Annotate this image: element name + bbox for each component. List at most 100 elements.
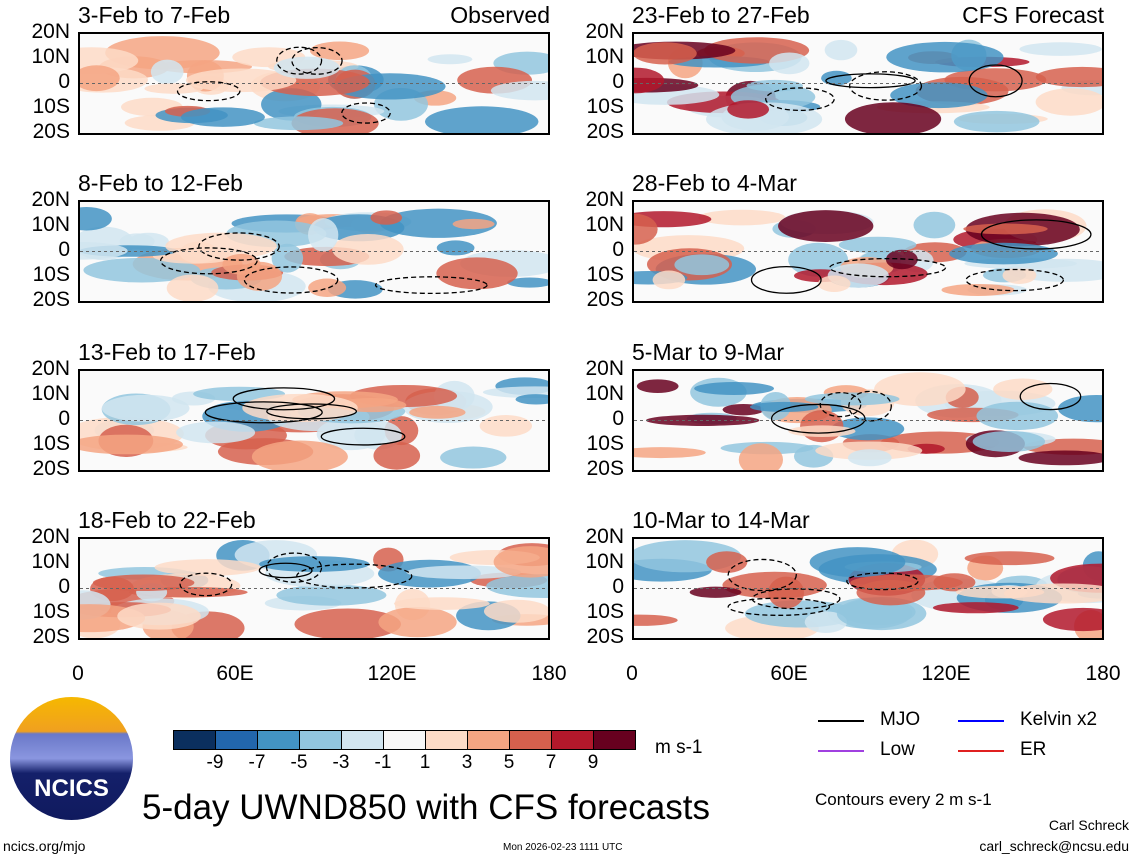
westerly-anomaly (1035, 88, 1102, 116)
colorbar-label: 9 (587, 752, 599, 773)
easterly-anomaly (436, 240, 475, 256)
mjo-contour (341, 102, 391, 124)
panel-title: 13-Feb to 17-Feb (78, 339, 256, 365)
mjo-contour (296, 563, 413, 589)
easterly-anomaly (180, 107, 265, 127)
lat-tick-label: 20N (31, 20, 70, 43)
colorbar-swatch (594, 731, 635, 749)
easterly-anomaly (749, 401, 819, 412)
mjo-contour (727, 558, 797, 592)
easterly-anomaly (507, 277, 548, 288)
lat-tick-label: 10S (32, 95, 70, 118)
lon-tick-label: 180 (1085, 662, 1121, 685)
colorbar-swatch (468, 731, 510, 749)
anomaly-map (80, 377, 548, 470)
colorbar-label: -1 (374, 752, 392, 773)
mjo-contour (179, 572, 233, 597)
lat-tick-label: 10N (31, 382, 70, 405)
lat-tick-label: 0 (612, 407, 624, 430)
footer-email: carl_schreck@ncsu.edu (979, 838, 1129, 854)
westerly-anomaly (378, 607, 457, 638)
mjo-contour (980, 219, 1092, 250)
easterly-anomaly (949, 242, 1058, 265)
westerly-anomaly (332, 233, 404, 265)
anomaly-map (634, 539, 1102, 638)
lat-tick-label: 20N (585, 188, 624, 211)
mjo-contour (176, 81, 241, 102)
panel-title: 5-Mar to 9-Mar (632, 339, 785, 365)
anomaly-map (634, 37, 1102, 133)
colorbar-label: 3 (461, 752, 473, 773)
westerly-anomaly (436, 257, 518, 290)
map-panel (632, 369, 1104, 472)
westerly-anomaly (932, 602, 1019, 614)
map-panel (632, 537, 1104, 640)
easterly-anomaly (440, 446, 507, 469)
lat-tick-label: 20S (32, 625, 70, 648)
mjo-contour (243, 266, 339, 294)
easterly-anomaly (406, 565, 522, 580)
lon-tick-label: 120E (921, 662, 971, 685)
easterly-anomaly (253, 116, 344, 131)
westerly-anomaly (409, 405, 466, 419)
easterly-anomaly (847, 449, 892, 467)
lat-tick-label: 0 (58, 407, 70, 430)
westerly-anomaly (963, 223, 1048, 235)
westerly-anomaly (634, 67, 665, 94)
easterly-anomaly (890, 82, 988, 109)
colorbar-swatch (426, 731, 468, 749)
easterly-anomaly (427, 54, 473, 65)
westerly-anomaly (1002, 266, 1037, 284)
easterly-anomaly (746, 79, 803, 92)
footer-author: Carl Schreck (1048, 817, 1129, 833)
lat-tick-label: 10N (31, 45, 70, 68)
ncics-logo: NCICS (10, 697, 133, 820)
westerly-anomaly (727, 100, 770, 119)
colorbar-swatch (342, 731, 384, 749)
mjo-contour (276, 46, 323, 75)
lat-tick-label: 0 (612, 238, 624, 261)
easterly-anomaly (379, 208, 497, 238)
easterly-anomaly (1019, 42, 1102, 56)
easterly-anomaly (913, 211, 956, 239)
anomaly-map (634, 209, 1102, 296)
westerly-anomaly (941, 283, 1015, 296)
colorbar-label: -7 (248, 752, 266, 773)
easterly-anomaly (836, 597, 927, 631)
lat-tick-label: 10S (32, 263, 70, 286)
westerly-anomaly (856, 579, 926, 606)
lat-tick-label: 20N (31, 357, 70, 380)
footer-url: ncics.org/mjo (3, 838, 86, 854)
westerly-anomaly (788, 425, 856, 437)
footer-timestamp: Mon 2026-02-23 1111 UTC (503, 842, 623, 853)
easterly-anomaly (953, 110, 1040, 133)
mjo-contour (291, 46, 343, 75)
westerly-anomaly (308, 278, 347, 297)
easterly-anomaly (1058, 394, 1102, 423)
mjo-contour (320, 427, 406, 446)
westerly-anomaly (634, 213, 658, 245)
easterly-anomaly (976, 401, 1059, 431)
westerly-anomaly (251, 440, 348, 470)
westerly-anomaly (698, 209, 786, 226)
westerly-anomaly (452, 218, 495, 230)
colorbar-swatch (216, 731, 258, 749)
westerly-anomaly (117, 602, 201, 630)
mjo-contour (204, 401, 323, 424)
westerly-anomaly (479, 415, 533, 437)
easterly-anomaly (271, 243, 304, 273)
lat-tick-label: 10N (585, 382, 624, 405)
colorbar-swatch (510, 731, 552, 749)
panel-label: Observed (450, 2, 550, 28)
easterly-anomaly (150, 59, 184, 85)
westerly-anomaly (634, 614, 678, 626)
map-panel (632, 200, 1104, 303)
westerly-anomaly (689, 586, 742, 598)
lat-tick-label: 10N (31, 213, 70, 236)
westerly-anomaly (154, 559, 261, 576)
westerly-anomaly (1018, 450, 1102, 466)
colorbar-label: -3 (332, 752, 350, 773)
panel-title: 23-Feb to 27-Feb (632, 2, 810, 28)
easterly-anomaly (515, 394, 548, 405)
easterly-anomaly (809, 547, 906, 578)
